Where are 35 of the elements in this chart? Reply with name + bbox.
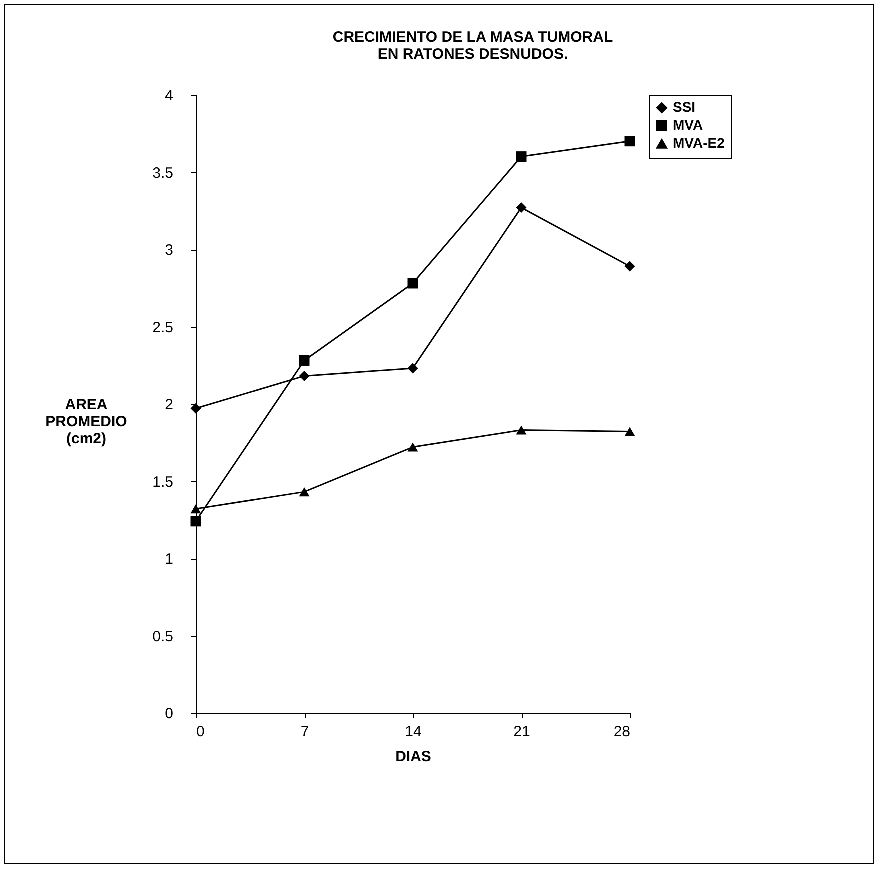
x-tick-label: 7 xyxy=(300,724,310,740)
chart-title: CRECIMIENTO DE LA MASA TUMORAL EN RATONES DESNUDOS. xyxy=(332,29,614,63)
x-tick-label: 0 xyxy=(196,724,205,740)
legend-label: MVA xyxy=(673,117,704,133)
point xyxy=(516,152,527,162)
y-axis-title: AREA PROMEDIO (cm2) xyxy=(46,396,128,448)
y-tick-label: 3 xyxy=(165,242,174,259)
legend-label: MVA-E2 xyxy=(673,135,726,151)
point xyxy=(299,370,310,382)
x-axis-title: DIAS xyxy=(396,748,432,766)
x-tick-label: 21 xyxy=(514,724,530,740)
point xyxy=(624,427,636,436)
point xyxy=(190,516,202,527)
point xyxy=(516,202,527,214)
y-tick-label: 0 xyxy=(165,706,174,722)
y-tick-label: 1.5 xyxy=(152,474,174,491)
y-tick-label: 3.5 xyxy=(152,164,174,182)
point xyxy=(408,442,418,452)
point xyxy=(516,426,527,435)
point xyxy=(624,136,636,147)
y-tick-label: 2 xyxy=(165,396,174,414)
y-tick-label: 4 xyxy=(165,88,174,104)
point xyxy=(408,363,418,374)
point xyxy=(190,504,202,514)
x-tick-label: 28 xyxy=(614,724,630,740)
point xyxy=(190,403,202,414)
point xyxy=(408,278,418,289)
x-tick-label: 14 xyxy=(405,724,422,740)
point xyxy=(299,488,310,497)
point xyxy=(624,261,636,272)
y-tick-label: 1 xyxy=(165,551,174,568)
legend-label: SSI xyxy=(673,99,696,115)
y-tick-label: 2.5 xyxy=(152,319,174,336)
y-tick-label: 0.5 xyxy=(152,628,174,646)
point xyxy=(299,355,310,366)
